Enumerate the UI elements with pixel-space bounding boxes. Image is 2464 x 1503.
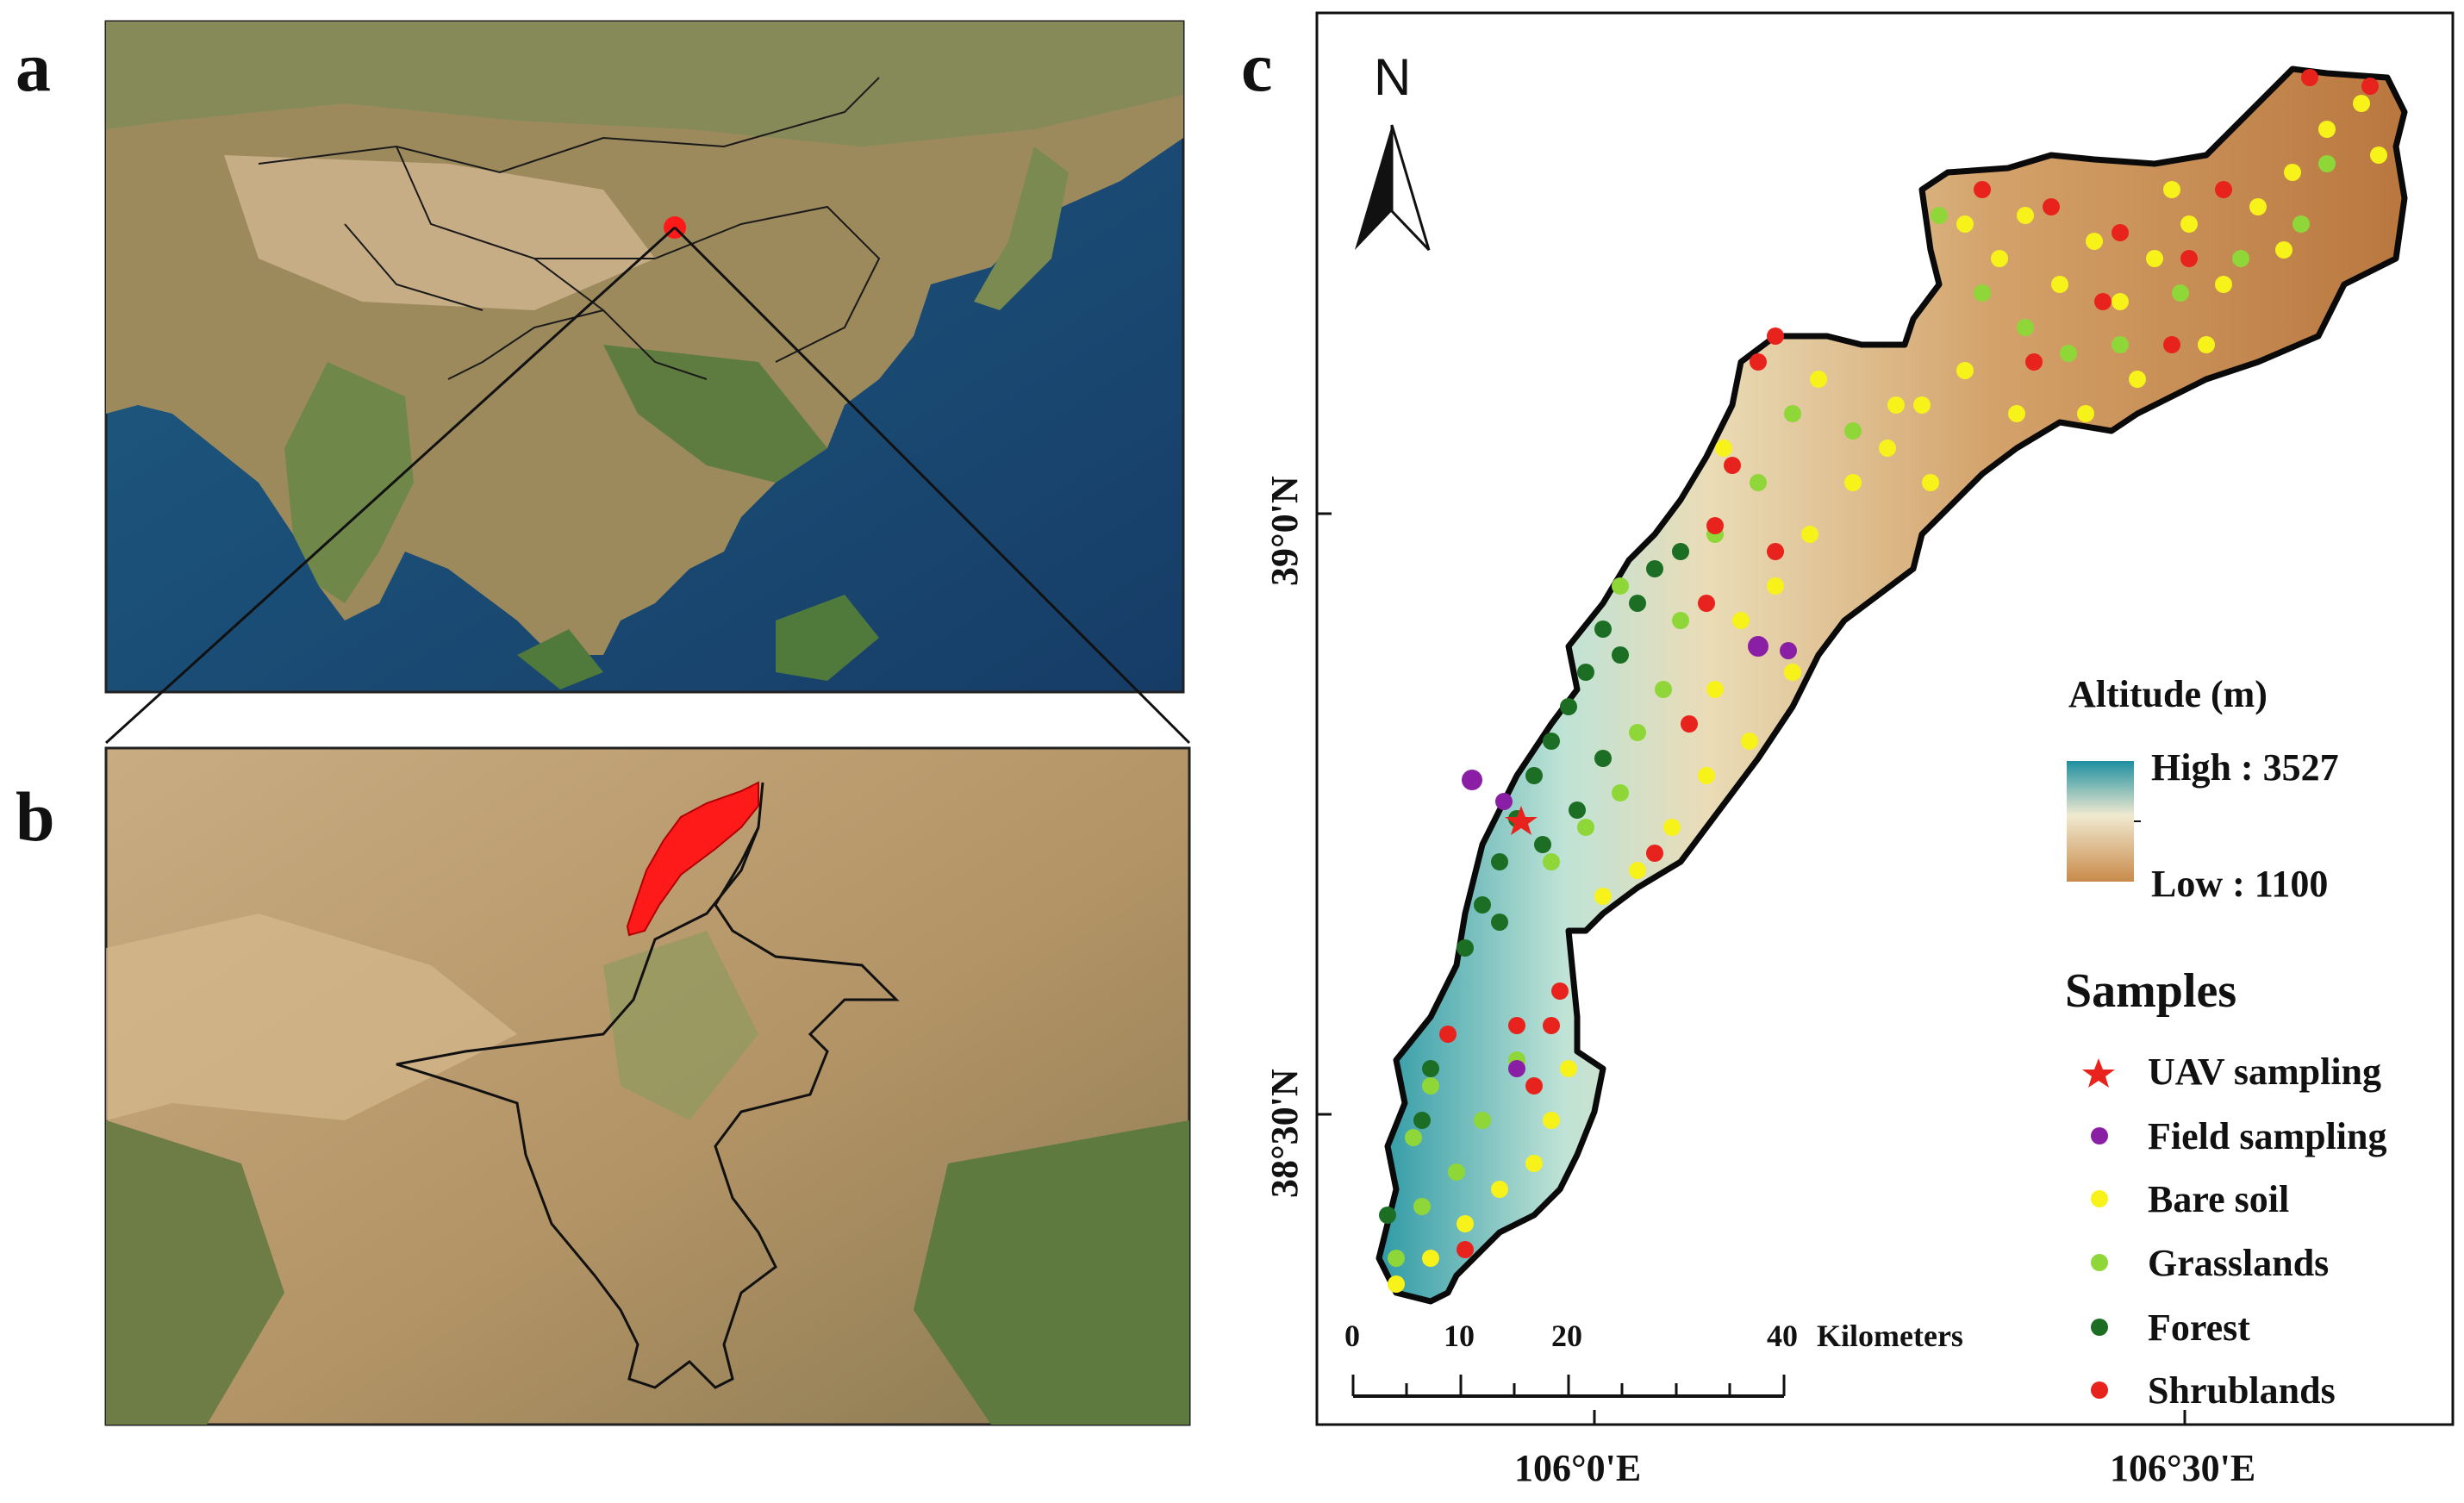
- sample-points: [1379, 69, 2387, 1293]
- dot-icon: [2091, 1381, 2108, 1399]
- lat-tick-39n: 39°0'N: [1263, 476, 1306, 586]
- panel-c-dem-map: N 0 10 20 40 Kilometers Altitude (m) Hig…: [1315, 11, 2455, 1426]
- scale-label-20: 20: [1551, 1319, 1582, 1353]
- panel-letter-a: a: [16, 28, 51, 106]
- panel-b-region-map: [104, 746, 1191, 1426]
- legend-item-forest: Forest: [2091, 1307, 2250, 1349]
- lon-tick-106-30e: 106°30'E: [2110, 1447, 2255, 1489]
- study-area-dem: [1375, 65, 2408, 1305]
- dot-icon: [2091, 1127, 2108, 1144]
- north-arrow-icon: [1355, 124, 1431, 252]
- legend-label-uav: UAV sampling: [2148, 1051, 2381, 1093]
- legend-label-grasslands: Grasslands: [2148, 1242, 2329, 1284]
- lat-tick-38-30n: 38°30'N: [1263, 1069, 1306, 1198]
- panel-letter-b: b: [16, 777, 55, 856]
- study-area-highlight: [626, 781, 759, 937]
- legend-item-uav-sampling: UAV sampling: [2082, 1051, 2381, 1093]
- legend-label-bare-soil: Bare soil: [2148, 1178, 2289, 1220]
- lon-tick-106e: 106°0'E: [1514, 1447, 1641, 1489]
- altitude-legend-title: Altitude (m): [2068, 673, 2268, 715]
- samples-legend-items: UAV sampling Field sampling Bare soil Gr…: [2082, 1051, 2387, 1412]
- star-icon: [2082, 1058, 2115, 1088]
- scale-unit: Kilometers: [1817, 1319, 1963, 1353]
- altitude-color-ramp: [2067, 761, 2134, 882]
- scale-label-0: 0: [1344, 1319, 1360, 1353]
- scale-bar: [1351, 1375, 1786, 1398]
- legend-label-shrublands: Shrublands: [2148, 1369, 2336, 1412]
- legend-label-field: Field sampling: [2148, 1115, 2387, 1157]
- province-outline: [396, 782, 900, 1389]
- panel-a-asia-map: [104, 20, 1185, 694]
- legend-label-forest: Forest: [2148, 1307, 2250, 1349]
- dot-icon: [2091, 1254, 2108, 1271]
- legend-item-grasslands: Grasslands: [2091, 1242, 2329, 1284]
- panel-letter-c: c: [1241, 28, 1272, 106]
- altitude-low-label: Low : 1100: [2151, 863, 2328, 905]
- legend-item-bare-soil: Bare soil: [2091, 1178, 2289, 1220]
- scale-label-40: 40: [1767, 1319, 1798, 1353]
- samples-legend-title: Samples: [2065, 964, 2236, 1018]
- scale-label-10: 10: [1444, 1319, 1475, 1353]
- altitude-high-label: High : 3527: [2151, 746, 2339, 789]
- legend-item-field-sampling: Field sampling: [2091, 1115, 2387, 1157]
- north-label: N: [1374, 48, 1411, 106]
- dot-icon: [2091, 1190, 2108, 1207]
- legend-item-shrublands: Shrublands: [2091, 1369, 2336, 1412]
- dot-icon: [2091, 1319, 2108, 1336]
